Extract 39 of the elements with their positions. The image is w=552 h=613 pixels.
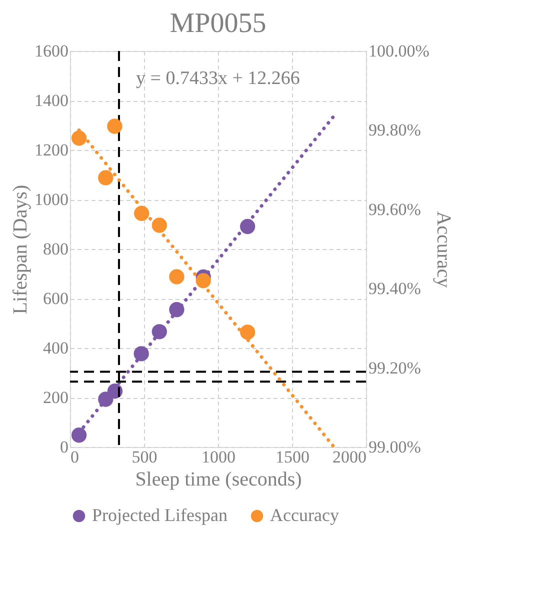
chart-title: MP0055 [170,8,266,39]
y2-tick-label: 99.60% [368,200,421,219]
y-tick-label: 600 [43,289,68,308]
x-tick-label: 500 [132,448,158,466]
y2-tick-label: 99.40% [368,279,421,298]
x-tick-label: 1500 [276,448,310,466]
y-tick-label: 800 [43,240,68,258]
point [107,118,122,134]
y2-axis-title: Accuracy [432,211,454,288]
point [240,218,256,234]
point [196,273,211,288]
x-axis-title: Sleep time (seconds) [135,468,302,490]
y-tick-label: 1600 [34,42,68,60]
y2-tick-label: 100.00% [368,42,430,60]
y-tick-label: 200 [43,388,68,407]
annotation: y = 0.7433x + 12.266 [136,68,300,89]
point [98,392,114,407]
x-tick-label: 1000 [202,448,236,466]
y2-tick-label: 99.00% [368,438,421,456]
point [98,170,114,186]
point [169,269,184,284]
point [240,324,256,340]
y-axis-title: Lifespan (Days) [10,184,32,314]
legend-label: Projected Lifespan [92,505,228,525]
point [71,130,87,146]
x-tick-label: 2000 [332,448,366,466]
y2-tick-label: 99.20% [368,358,421,378]
point [152,324,167,340]
y2-tick-label: 99.80% [368,120,421,140]
point [169,302,184,318]
y-tick-label: 400 [43,338,68,358]
point [134,206,150,221]
y-tick-label: 1400 [34,91,68,110]
y-tick-label: 1200 [34,140,68,160]
y-tick-label: 1000 [34,190,68,209]
point [152,218,167,233]
point [134,346,149,362]
legend-label: Accuracy [270,505,339,525]
point [71,428,87,443]
